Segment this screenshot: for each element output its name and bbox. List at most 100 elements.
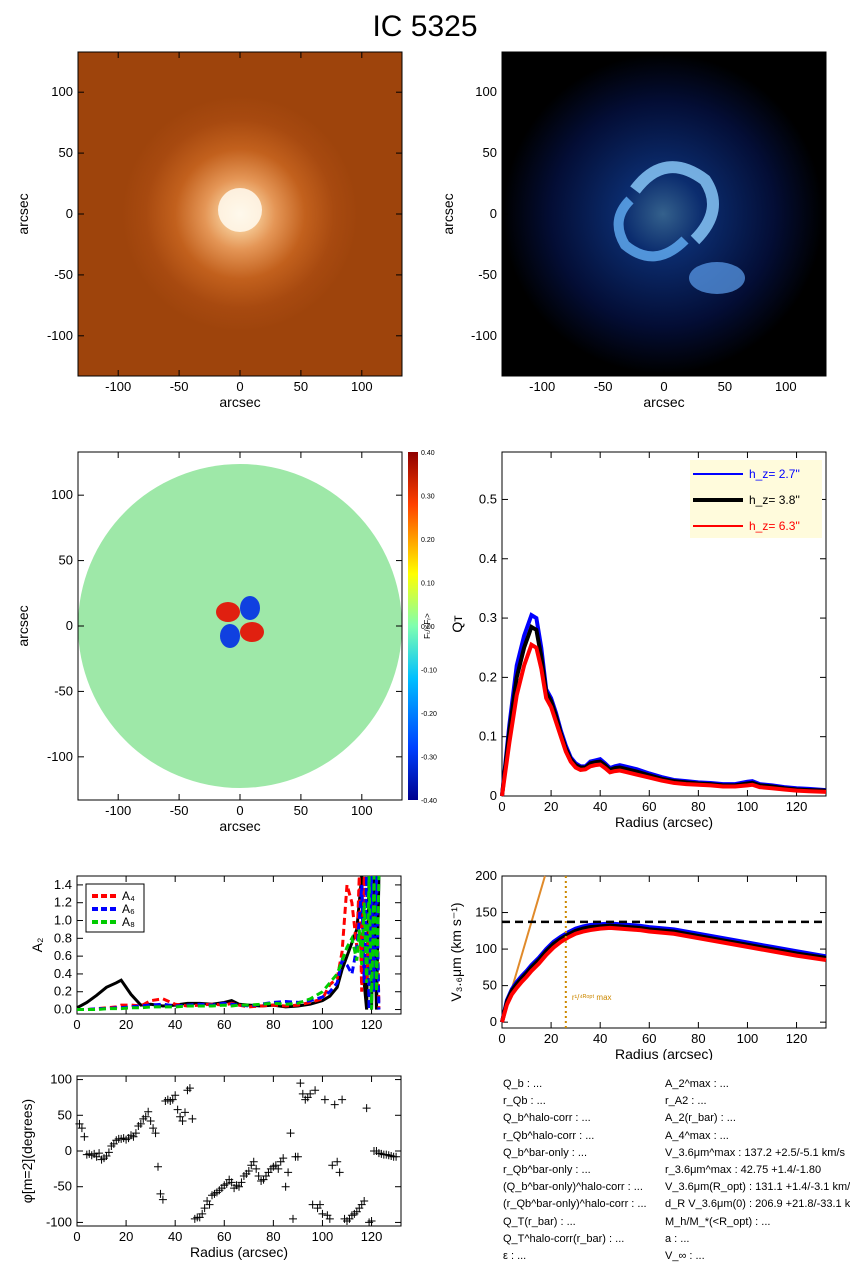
residual-ytick-label: -100 [471, 328, 497, 343]
phase-point [338, 1095, 347, 1104]
phase-ytick-label: 100 [50, 1072, 72, 1087]
phase-point [227, 1178, 236, 1187]
phase-point [136, 1119, 145, 1128]
phase-point [158, 1195, 167, 1204]
qt-ytick-label: 0.2 [479, 669, 497, 684]
phase-point [362, 1104, 371, 1113]
phase-point [284, 1168, 293, 1177]
fourier-ytick-label: 1.2 [54, 895, 72, 910]
forcemap-xtick-label: -50 [170, 803, 189, 818]
phase-point [200, 1204, 209, 1213]
phase-point [104, 1148, 113, 1157]
phase-point [198, 1209, 207, 1218]
residual-ytick-label: 50 [483, 145, 497, 160]
residual-ytick-label: 100 [475, 84, 497, 99]
phase-point [181, 1108, 189, 1117]
phase-point [333, 1157, 342, 1166]
phase-point [168, 1095, 177, 1104]
residual-galaxy-disk [503, 54, 823, 374]
phase-point [151, 1129, 160, 1138]
phase-point [306, 1089, 315, 1098]
phase-point [296, 1079, 305, 1088]
phase-point [328, 1161, 337, 1170]
fourier-ytick-label: 0.2 [54, 984, 72, 999]
phase-point [281, 1182, 290, 1191]
stats-right: A_2^max : ... r_A2 : ... A_2(r_bar) : ... A… [665, 1076, 850, 1265]
phase-point [279, 1154, 288, 1163]
phase-ytick-label: 50 [58, 1107, 72, 1122]
stellar-ytick-label: -50 [54, 267, 73, 282]
stats-left-line: Q_b : ... [503, 1078, 543, 1090]
residual-spiral-arm-1 [630, 161, 719, 245]
rotation-series-line [500, 925, 827, 1023]
stats-right-line: A_2^max : ... [665, 1078, 729, 1090]
colorbar-tick-label: -0.10 [421, 668, 437, 675]
stats-left: Q_b : ... r_Qb : ... Q_b^halo-corr : ... r_… [503, 1076, 647, 1265]
force-map-blue-lobe-1 [240, 596, 260, 620]
force-map-red-lobe-2 [240, 622, 264, 642]
qt-xtick-label: 40 [593, 799, 607, 814]
stats-right-line: r_3.6μm^max : 42.75 +1.4/-1.80 [665, 1164, 822, 1177]
phase-point [154, 1162, 162, 1171]
phase-point [178, 1117, 187, 1125]
stats-right-line: M_h/M_*(<R_opt) : ... [665, 1215, 771, 1228]
rotation-ytick-label: 150 [475, 905, 497, 920]
rotation-xtick-label: 40 [593, 1031, 607, 1046]
phase-point [298, 1089, 307, 1098]
phase-point [141, 1112, 150, 1121]
phase-point [80, 1132, 89, 1141]
residual-xtick-label: 50 [718, 379, 732, 394]
phase-point [149, 1124, 158, 1133]
phase-point [318, 1209, 327, 1218]
stats-left-line: ε : ... [503, 1250, 527, 1263]
stats-left-line: Q_T(r_bar) : ... [503, 1215, 576, 1228]
rotation-ytick-label: 50 [483, 978, 497, 993]
phase-point [249, 1157, 258, 1166]
phase-point [244, 1167, 253, 1175]
residual-xlabel: arcsec [643, 394, 684, 410]
phase-point [222, 1179, 231, 1188]
fourier-legend-label: A₄ [122, 889, 135, 903]
fourier-series-line [77, 875, 381, 1012]
phase-point [316, 1200, 324, 1209]
fourier-ytick-label: 0.6 [54, 948, 72, 963]
qt-ytick-label: 0.3 [479, 610, 497, 625]
phase-point [156, 1189, 165, 1198]
fourier-xtick-label: 60 [217, 1017, 231, 1032]
stats-right-line: d_R V_3.6μm(0) : 206.9 +21.8/-33.1 km/s/… [665, 1198, 850, 1211]
phase-ytick-label: 0 [65, 1143, 72, 1158]
phase-point [289, 1214, 297, 1223]
rotation-rmax-label: r¹/⁴ᴿᵒᵖᵗ max [572, 993, 612, 1002]
stats-left-line: (Q_b^bar-only)^halo-corr : ... [503, 1181, 643, 1194]
qt-legend-label: h_z= 3.8'' [749, 493, 800, 507]
forcemap-ytick-label: -100 [47, 749, 73, 764]
phase-xtick-label: 20 [119, 1229, 133, 1244]
residual-image-panel: -100 -50 0 50 100 -100 -50 0 50 100 arcsec arcsec [440, 51, 827, 410]
force-map-disk [78, 464, 402, 788]
qt-legend-label: h_z= 6.3'' [749, 519, 800, 533]
force-map-red-lobe-1 [216, 602, 240, 622]
rotation-series-line [500, 921, 827, 1023]
phase-point [254, 1172, 263, 1180]
stellar-ytick-label: 0 [66, 206, 73, 221]
phase-point [320, 1095, 329, 1104]
force-map-blue-lobe-2 [220, 624, 240, 648]
stats-left-line: Q_T^halo-corr(r_bar) : ... [503, 1232, 625, 1245]
rotation-ytick-label: 0 [490, 1014, 497, 1029]
stellar-xtick-label: 0 [236, 379, 243, 394]
fourier-xtick-label: 40 [168, 1017, 182, 1032]
qt-xtick-label: 20 [544, 799, 558, 814]
stellar-ytick-label: 100 [51, 84, 73, 99]
residual-xtick-label: 100 [775, 379, 797, 394]
stellar-galaxy-core [218, 188, 262, 232]
residual-ytick-label: 0 [490, 206, 497, 221]
phase-point [274, 1164, 283, 1173]
phase-xtick-label: 0 [73, 1229, 80, 1244]
fourier-frame [76, 875, 402, 1015]
fourier-legend-label: A₈ [122, 915, 135, 929]
phase-point [95, 1149, 104, 1158]
qt-ytick-label: 0.5 [479, 491, 497, 506]
stats-right-line: V_3.6μm(R_opt) : 131.1 +1.4/-3.1 km/s [665, 1181, 850, 1194]
phase-point [330, 1100, 339, 1109]
phase-point [146, 1117, 155, 1125]
